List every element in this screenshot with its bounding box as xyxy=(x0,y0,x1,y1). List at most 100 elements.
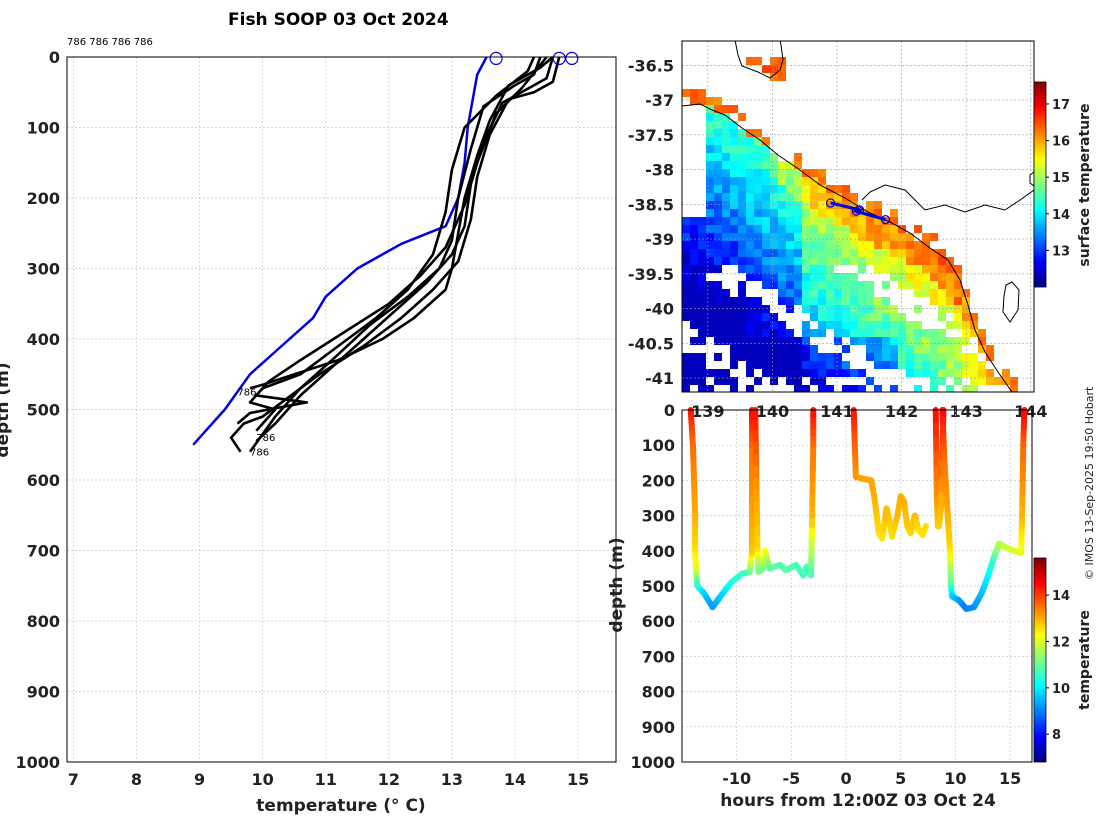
sst-cell xyxy=(850,273,858,281)
sst-cell xyxy=(714,169,722,177)
sst-cell xyxy=(802,273,810,281)
sst-cell xyxy=(802,169,810,177)
sst-cell xyxy=(938,313,946,321)
y-tick-label: 900 xyxy=(27,683,60,702)
sst-cell xyxy=(746,145,754,153)
temperature-colorbar-ticks: 8 10 12 14 xyxy=(1046,589,1070,743)
sst-cell xyxy=(762,265,770,273)
series-profile-4 xyxy=(236,56,548,425)
sst-cell xyxy=(818,297,826,305)
sst-cell xyxy=(714,337,722,345)
sst-cell xyxy=(754,185,762,193)
x-tick-label: 0 xyxy=(840,769,851,788)
track-point xyxy=(880,215,891,225)
sst-cell xyxy=(714,161,722,169)
sst-cell xyxy=(770,161,778,169)
sst-cell xyxy=(810,241,818,249)
sst-cell xyxy=(818,353,826,361)
sst-cell xyxy=(714,201,722,209)
sst-cell xyxy=(746,137,754,145)
sst-cell xyxy=(714,241,722,249)
sst-cell xyxy=(922,249,930,257)
sst-cell xyxy=(714,113,722,121)
sst-cell xyxy=(778,209,786,217)
sst-cell xyxy=(930,345,938,353)
sst-cell xyxy=(698,329,706,337)
sst-cell xyxy=(730,257,738,265)
sst-cell xyxy=(738,153,746,161)
sst-cell xyxy=(690,233,698,241)
sst-cell xyxy=(842,345,850,353)
sst-cell xyxy=(754,153,762,161)
sst-cell xyxy=(706,305,714,313)
sst-cell xyxy=(770,249,778,257)
sst-cell xyxy=(682,313,690,321)
sst-cell xyxy=(722,369,730,377)
sst-cell xyxy=(842,193,850,201)
series-profile-6 xyxy=(249,56,554,390)
sst-cell xyxy=(754,313,762,321)
sst-cell xyxy=(690,257,698,265)
sst-cell xyxy=(746,369,754,377)
sst-cell xyxy=(762,145,770,153)
sst-cell xyxy=(698,353,706,361)
sst-cell xyxy=(738,241,746,249)
coastline-victoria xyxy=(682,103,1013,392)
sst-cell xyxy=(754,161,762,169)
sst-cell xyxy=(738,329,746,337)
y-tick-label: 200 xyxy=(27,189,60,208)
sst-cell xyxy=(986,345,994,353)
sst-cell xyxy=(746,201,754,209)
sst-cell xyxy=(914,289,922,297)
sst-cell xyxy=(690,265,698,273)
sst-cell xyxy=(690,321,698,329)
sst-cell xyxy=(850,297,858,305)
sst-cell xyxy=(986,353,994,361)
sst-cell xyxy=(930,353,938,361)
sst-cell xyxy=(954,297,962,305)
sst-cell xyxy=(890,337,898,345)
sst-cell xyxy=(738,297,746,305)
sst-cell xyxy=(842,273,850,281)
sst-cell xyxy=(818,377,826,385)
sst-cell xyxy=(762,249,770,257)
sst-cell xyxy=(818,305,826,313)
sst-cell xyxy=(810,369,818,377)
sst-cell xyxy=(762,369,770,377)
sst-cell xyxy=(930,273,938,281)
lon-tick-label: 141 xyxy=(820,402,853,421)
sst-cell xyxy=(698,249,706,257)
sst-cell xyxy=(754,225,762,233)
sst-cell xyxy=(706,233,714,241)
map-grid xyxy=(682,41,1034,392)
sst-cell xyxy=(690,89,698,97)
sst-cell xyxy=(786,217,794,225)
sst-cell xyxy=(858,289,866,297)
sst-cell xyxy=(882,329,890,337)
sst-cell xyxy=(914,353,922,361)
sst-cell xyxy=(770,265,778,273)
series-profile-1 xyxy=(255,56,555,443)
sst-cell xyxy=(770,361,778,369)
sst-cell xyxy=(722,249,730,257)
sst-cell xyxy=(730,329,738,337)
sst-cell xyxy=(738,281,746,289)
sst-cell xyxy=(802,225,810,233)
sst-cell xyxy=(866,233,874,241)
coastline-north xyxy=(734,41,784,79)
sst-cell xyxy=(690,97,698,105)
y-tick-label: 300 xyxy=(642,507,675,526)
sst-cell xyxy=(786,265,794,273)
sst-cell xyxy=(930,369,938,377)
sst-cell xyxy=(818,241,826,249)
sst-cell xyxy=(690,353,698,361)
sst-cell xyxy=(778,353,786,361)
sst-cell xyxy=(938,265,946,273)
sst-cell xyxy=(706,177,714,185)
sst-cell xyxy=(706,153,714,161)
sst-cell xyxy=(802,321,810,329)
sst-cell xyxy=(730,241,738,249)
sst-cell xyxy=(946,385,954,392)
y-tick-label: 0 xyxy=(49,48,60,67)
sst-cell xyxy=(738,345,746,353)
